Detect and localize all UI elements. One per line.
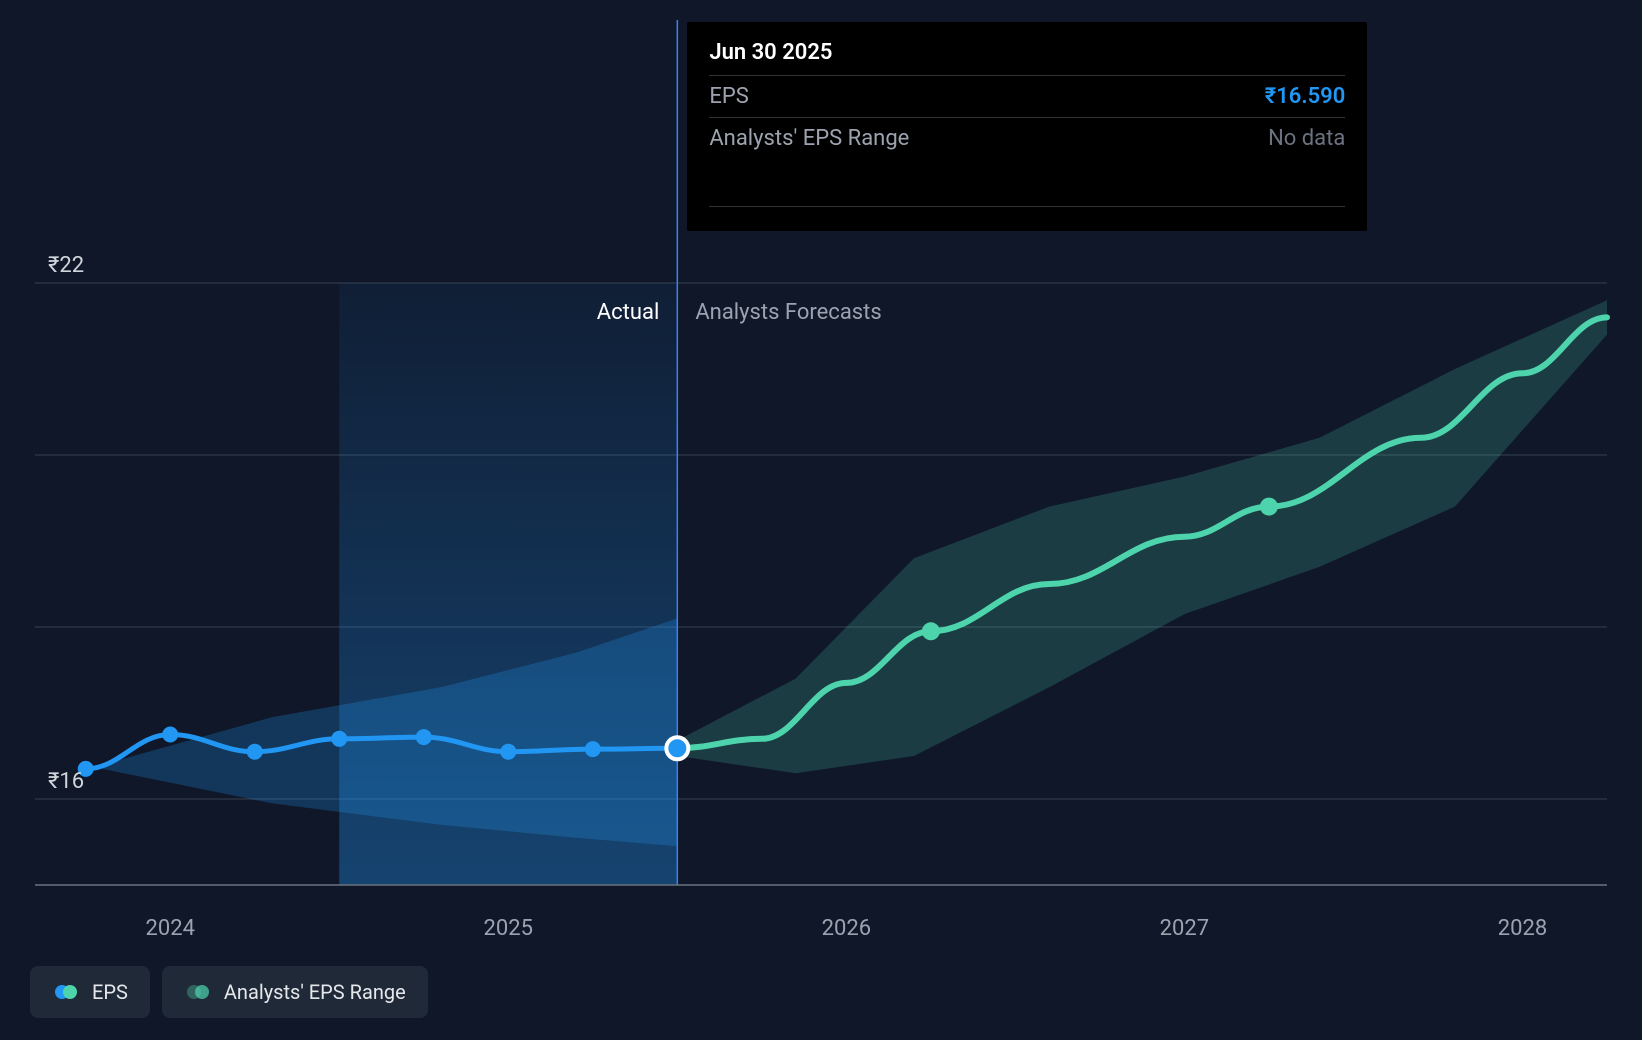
y-tick-label: ₹22 <box>48 253 84 278</box>
x-tick-label: 2024 <box>145 916 194 941</box>
x-tick-label: 2026 <box>822 916 871 941</box>
tooltip-date: Jun 30 2025 <box>709 40 1345 75</box>
x-tick-label: 2027 <box>1160 916 1209 941</box>
tooltip-value: ₹16.590 <box>1265 84 1346 109</box>
y-tick-label: ₹16 <box>48 769 84 794</box>
hover-tooltip: Jun 30 2025 EPS ₹16.590 Analysts' EPS Ra… <box>687 22 1367 231</box>
forecast-range-band <box>677 300 1607 773</box>
actual-region-label: Actual <box>579 300 659 325</box>
tooltip-spacer <box>709 159 1345 207</box>
tooltip-row-eps: EPS ₹16.590 <box>709 75 1345 117</box>
tooltip-value: No data <box>1268 126 1345 151</box>
legend-label: Analysts' EPS Range <box>224 980 406 1004</box>
eps-chart: ₹16 ₹22 2024 2025 2026 2027 2028 Actual Analy… <box>0 0 1642 1040</box>
legend-swatch-dot-icon <box>52 983 80 1001</box>
legend-swatch-band-icon <box>184 983 212 1001</box>
x-tick-label: 2025 <box>484 916 533 941</box>
highlight-point <box>666 737 688 759</box>
legend-label: EPS <box>92 980 128 1004</box>
x-tick-label: 2028 <box>1498 916 1547 941</box>
forecast-region-label: Analysts Forecasts <box>695 300 881 325</box>
legend-item-eps[interactable]: EPS <box>30 966 150 1018</box>
legend: EPS Analysts' EPS Range <box>30 966 428 1018</box>
legend-item-range[interactable]: Analysts' EPS Range <box>162 966 428 1018</box>
actual-area-fill <box>339 283 677 885</box>
tooltip-label: EPS <box>709 84 748 109</box>
tooltip-label: Analysts' EPS Range <box>709 126 909 151</box>
tooltip-row-range: Analysts' EPS Range No data <box>709 117 1345 159</box>
